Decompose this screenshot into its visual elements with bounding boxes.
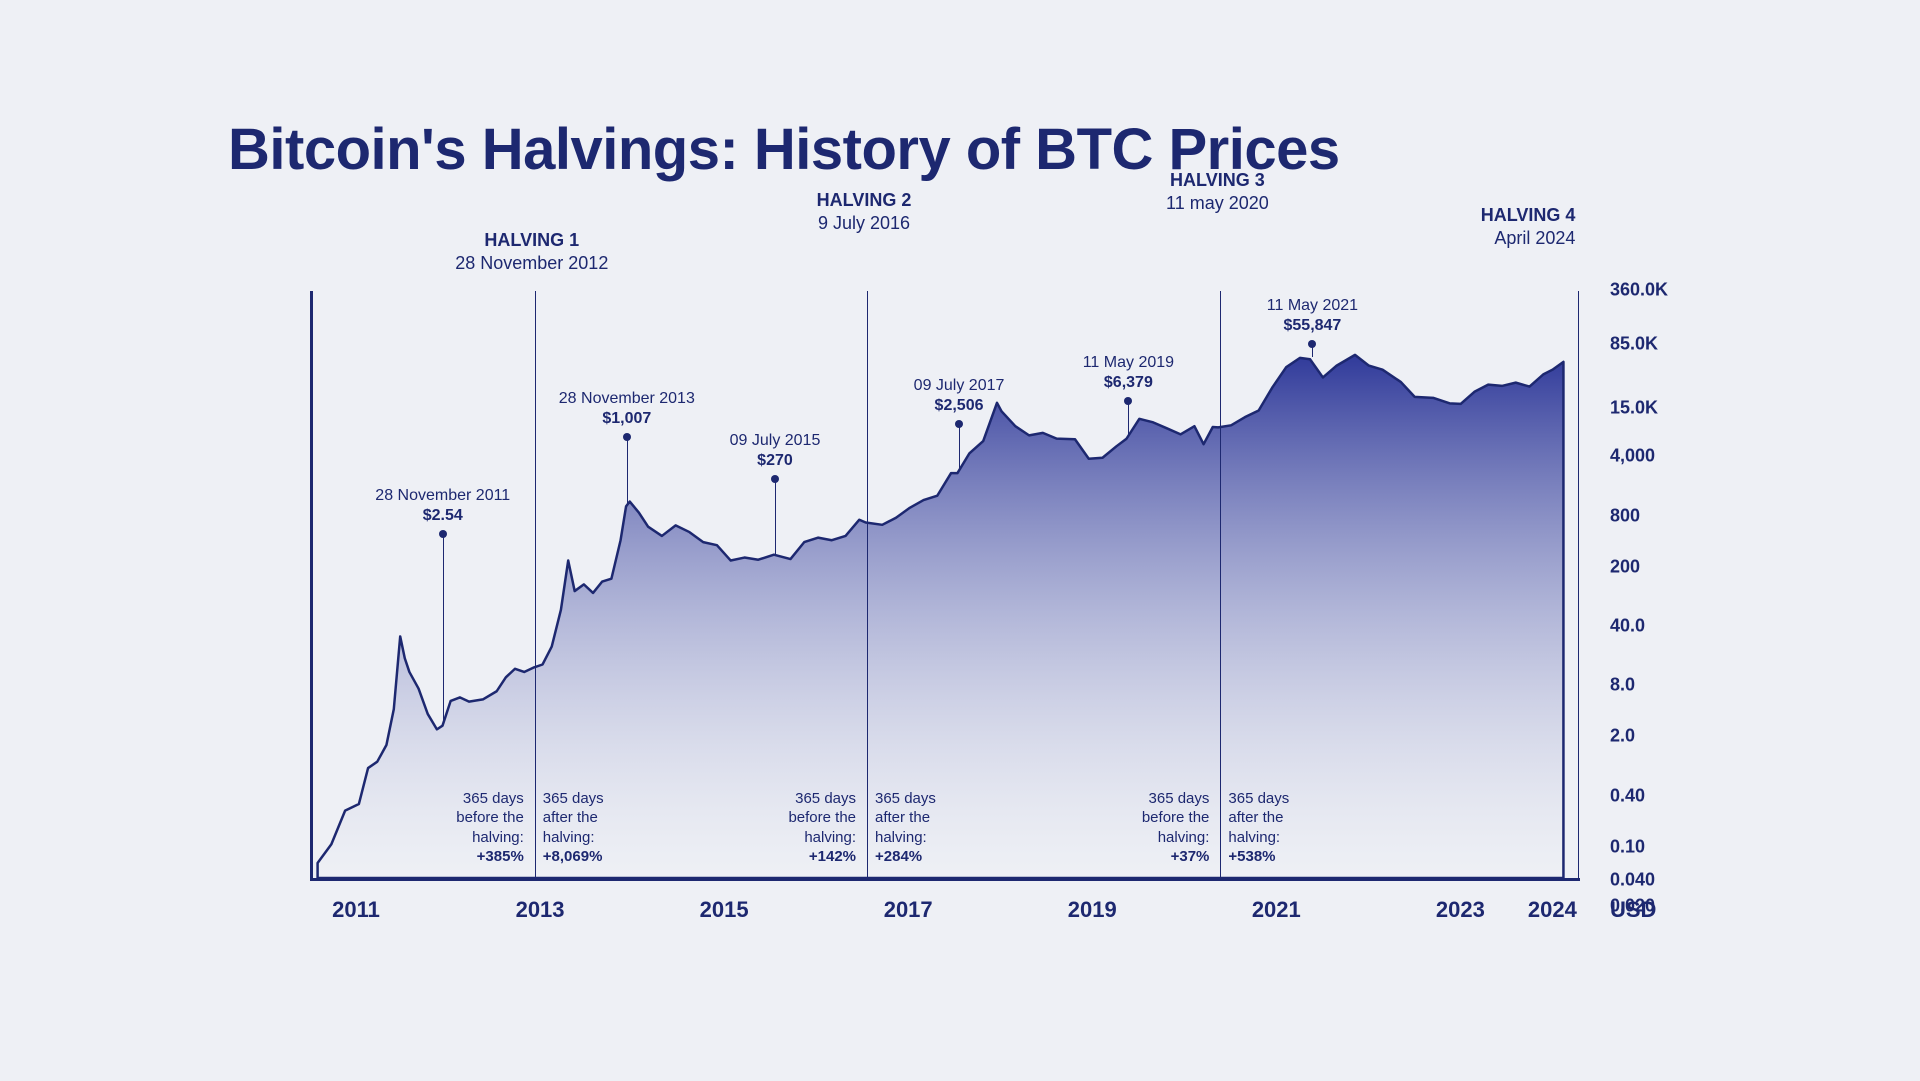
callout-text: 11 May 2019$6,379 — [1083, 353, 1174, 393]
halving-line — [1578, 291, 1579, 878]
x-tick-label: 2015 — [700, 897, 749, 923]
halving-line — [535, 291, 536, 878]
y-tick-label: 0.10 — [1610, 836, 1645, 857]
halving-label: HALVING 311 may 2020 — [1166, 169, 1269, 216]
callout-text: 11 May 2021$55,847 — [1267, 296, 1358, 336]
y-tick-label: 360.0K — [1610, 280, 1668, 301]
y-tick-label: 4,000 — [1610, 446, 1655, 467]
halving-line — [1220, 291, 1221, 878]
callout-dot-icon — [771, 475, 779, 483]
chart-frame: Bitcoin's Halvings: History of BTC Price… — [200, 101, 1720, 981]
callout-dot-icon — [955, 420, 963, 428]
axis-unit-label: USD — [1610, 897, 1656, 923]
x-tick-label: 2021 — [1252, 897, 1301, 923]
pct-note: 365 daysafter thehalving:+8,069% — [543, 789, 604, 867]
y-tick-label: 0.40 — [1610, 785, 1645, 806]
callout-text: 28 November 2013$1,007 — [559, 389, 695, 429]
x-tick-label: 2013 — [516, 897, 565, 923]
pct-note: 365 daysafter thehalving:+538% — [1228, 789, 1289, 867]
pct-note: 365 daysafter thehalving:+284% — [875, 789, 936, 867]
y-tick-label: 8.0 — [1610, 675, 1635, 696]
x-tick-label: 2017 — [884, 897, 933, 923]
callout-dot-icon — [439, 530, 447, 538]
y-tick-label: 2.0 — [1610, 726, 1635, 747]
callout-text: 09 July 2017$2,506 — [914, 376, 1005, 416]
callout-dot-icon — [623, 433, 631, 441]
pct-note: 365 daysbefore thehalving:+385% — [456, 789, 524, 867]
x-tick-label: 2023 — [1436, 897, 1485, 923]
y-tick-label: 15.0K — [1610, 397, 1658, 418]
y-tick-label: 85.0K — [1610, 333, 1658, 354]
x-tick-label: 2024 — [1528, 897, 1577, 923]
y-tick-label: 0.040 — [1610, 870, 1655, 891]
halving-label: HALVING 4April 2024 — [1481, 204, 1576, 251]
x-tick-label: 2019 — [1068, 897, 1117, 923]
halving-line — [867, 291, 868, 878]
pct-note: 365 daysbefore thehalving:+142% — [788, 789, 856, 867]
callout-text: 09 July 2015$270 — [730, 431, 821, 471]
halving-label: HALVING 128 November 2012 — [455, 229, 608, 276]
halving-label: HALVING 29 July 2016 — [817, 189, 912, 236]
y-tick-label: 200 — [1610, 556, 1640, 577]
x-tick-label: 2011 — [332, 897, 380, 923]
chart-plot-area: 28 November 2011$2.54 28 November 2013$1,… — [310, 291, 1580, 881]
y-tick-label: 40.0 — [1610, 615, 1645, 636]
pct-note: 365 daysbefore thehalving:+37% — [1142, 789, 1210, 867]
callout-text: 28 November 2011$2.54 — [375, 486, 510, 526]
y-tick-label: 800 — [1610, 505, 1640, 526]
